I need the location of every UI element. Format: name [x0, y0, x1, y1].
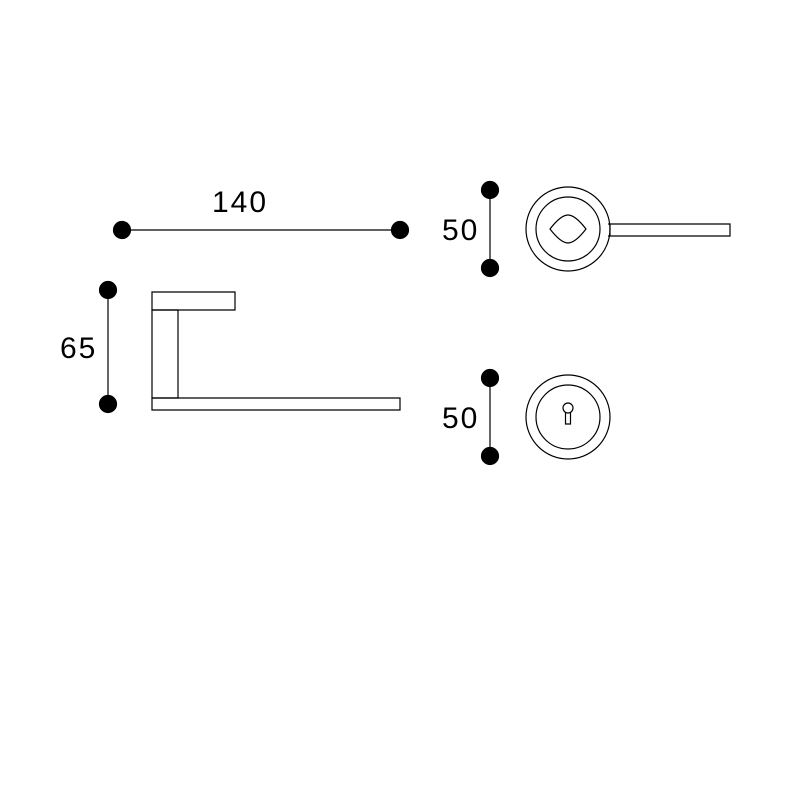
dimension-label-65: 65 — [60, 332, 97, 365]
dimension-label-140: 140 — [212, 186, 268, 219]
dim-dot — [392, 222, 409, 239]
dimension-label-rose-top: 50 — [442, 214, 479, 247]
dim-dot — [114, 222, 131, 239]
dimension-label-rose-bottom: 50 — [442, 402, 479, 435]
dim-dot — [100, 282, 117, 299]
dim-dot — [100, 396, 117, 413]
